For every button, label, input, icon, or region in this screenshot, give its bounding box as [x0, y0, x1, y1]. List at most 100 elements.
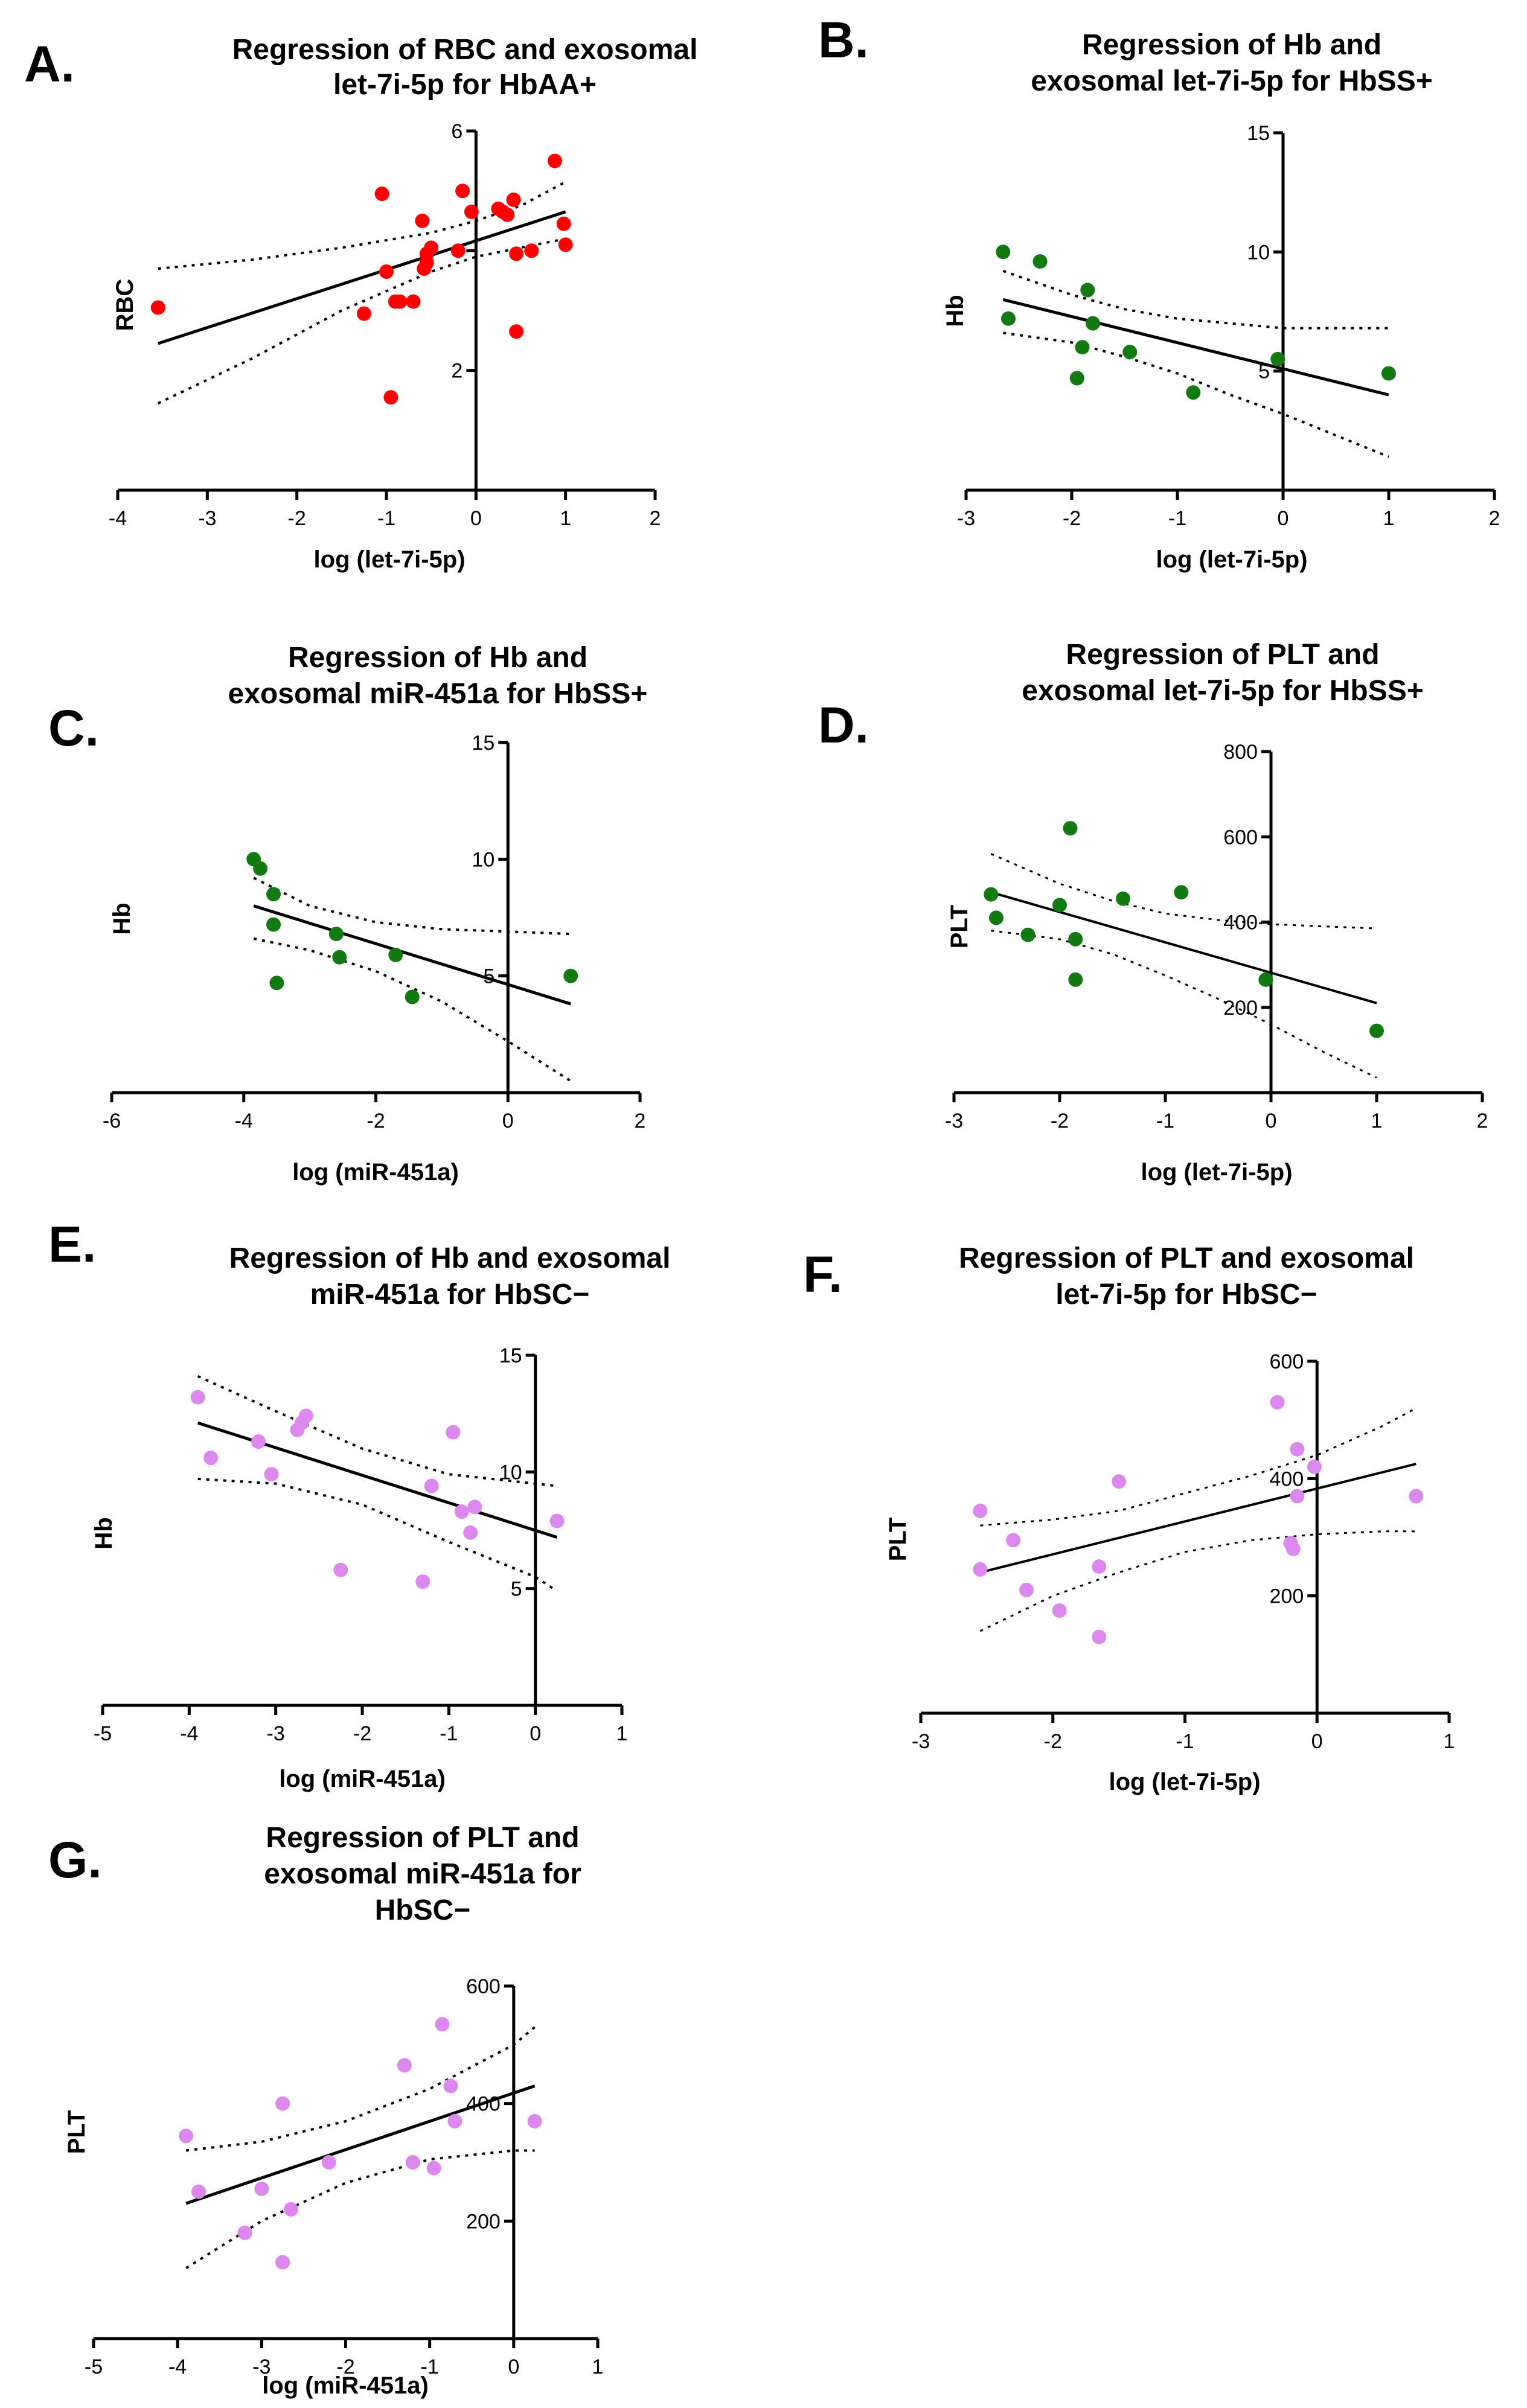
- data-point: [1068, 972, 1083, 987]
- x-tick-label: -6: [103, 1110, 121, 1132]
- y-tick-label: 2: [451, 360, 463, 383]
- regression-line: [1002, 298, 1389, 397]
- x-tick-label: -1: [1156, 1110, 1174, 1132]
- data-point: [556, 216, 571, 231]
- data-point: [467, 1499, 482, 1515]
- chart-title-line: let-7i-5p for HbSC−: [1055, 1279, 1317, 1311]
- data-point: [266, 887, 281, 902]
- data-point: [1116, 891, 1130, 906]
- x-tick-label: -4: [235, 1110, 253, 1132]
- y-axis-label: RBC: [112, 279, 138, 331]
- data-point: [333, 1562, 348, 1577]
- data-point: [388, 947, 403, 962]
- chart-title-line: Regression of PLT and: [1066, 639, 1379, 671]
- confidence-band-lower: [157, 237, 566, 405]
- data-point: [264, 1467, 279, 1482]
- chart-title-line: miR-451a for HbSC−: [310, 1279, 590, 1311]
- chart-panel-f: F. Regression of PLT and exosomal let-7i-5…: [803, 1242, 1455, 1795]
- data-point: [1001, 311, 1016, 326]
- data-point: [1052, 898, 1067, 913]
- x-tick-label: -4: [168, 2355, 187, 2378]
- data-point: [463, 1525, 478, 1540]
- chart-title-line: Regression of PLT and exosomal: [959, 1242, 1414, 1274]
- data-point: [1092, 1559, 1107, 1574]
- data-point: [549, 1513, 565, 1528]
- data-point: [1285, 1541, 1301, 1556]
- x-tick-label: -5: [94, 1722, 112, 1745]
- y-tick-label: 10: [1247, 241, 1270, 264]
- x-tick-label: -2: [367, 1110, 385, 1132]
- y-tick-label: 600: [1223, 826, 1258, 849]
- chart-title-line: Regression of PLT and: [266, 1822, 579, 1854]
- x-tick-label: -2: [288, 507, 306, 530]
- chart-title-line: Regression of Hb and: [288, 642, 587, 674]
- x-tick-label: 0: [470, 507, 482, 530]
- panel-label: A.: [24, 36, 75, 92]
- y-axis-label: Hb: [109, 902, 135, 934]
- data-point: [1122, 345, 1138, 360]
- x-tick-label: -1: [1168, 507, 1186, 530]
- x-axis-label: log (let-7i-5p): [1109, 1769, 1260, 1795]
- data-point: [383, 390, 399, 405]
- data-point: [1307, 1459, 1322, 1474]
- data-point: [150, 300, 165, 315]
- panel-label: C.: [48, 700, 99, 756]
- y-axis-label: PLT: [885, 1518, 911, 1562]
- panel-label: E.: [48, 1216, 96, 1273]
- data-point: [1069, 371, 1084, 386]
- data-point: [524, 243, 539, 258]
- data-point: [1086, 316, 1100, 331]
- x-tick-label: 1: [616, 1722, 628, 1745]
- y-tick-label: 15: [1247, 122, 1270, 145]
- chart-panel-e: E. Regression of Hb and exosomal miR-451a …: [48, 1216, 670, 1792]
- x-tick-label: 1: [1371, 1110, 1383, 1132]
- data-point: [973, 1562, 988, 1577]
- data-point: [1063, 821, 1078, 836]
- data-point: [1270, 1395, 1285, 1410]
- regression-line: [990, 891, 1377, 1004]
- y-tick-label: 600: [1270, 1350, 1304, 1373]
- data-point: [392, 294, 408, 309]
- chart-title-line: exosomal let-7i-5p for HbSS+: [1022, 675, 1424, 707]
- y-tick-label: 200: [1223, 997, 1258, 1020]
- x-tick-label: -1: [1176, 1730, 1194, 1753]
- x-tick-label: -2: [1051, 1110, 1069, 1132]
- data-point: [424, 240, 439, 255]
- x-tick-label: -1: [440, 1722, 458, 1745]
- data-point: [446, 1425, 461, 1440]
- y-tick-label: 15: [472, 732, 495, 755]
- data-point: [506, 193, 521, 207]
- chart-title-line: exosomal miR-451a for HbSS+: [228, 678, 648, 710]
- y-axis-label: Hb: [942, 295, 968, 327]
- data-point: [179, 2129, 194, 2144]
- data-point: [1258, 972, 1273, 987]
- y-tick-label: 5: [511, 1578, 522, 1601]
- y-tick-label: 10: [472, 848, 495, 871]
- x-tick-label: 2: [650, 507, 661, 530]
- data-point: [464, 204, 479, 219]
- data-point: [1174, 885, 1189, 900]
- y-axis-label: Hb: [91, 1517, 117, 1549]
- data-point: [298, 1408, 313, 1423]
- x-tick-label: 2: [635, 1110, 646, 1132]
- regression-line: [979, 1463, 1417, 1574]
- data-point: [191, 2184, 206, 2199]
- data-point: [251, 1434, 266, 1449]
- data-point: [443, 2078, 458, 2093]
- x-axis-label: log (let-7i-5p): [1141, 1159, 1292, 1186]
- data-point: [328, 927, 344, 942]
- data-point: [275, 2096, 290, 2111]
- data-point: [379, 264, 394, 279]
- y-tick-label: 5: [483, 965, 495, 988]
- confidence-band-upper: [990, 853, 1377, 930]
- x-tick-label: -4: [109, 507, 127, 530]
- data-point: [996, 244, 1011, 260]
- data-point: [266, 917, 281, 932]
- data-point: [450, 243, 466, 258]
- data-point: [405, 989, 420, 1004]
- data-point: [1112, 1474, 1127, 1489]
- x-tick-label: 1: [560, 507, 571, 530]
- data-point: [237, 2225, 252, 2240]
- data-point: [509, 324, 524, 339]
